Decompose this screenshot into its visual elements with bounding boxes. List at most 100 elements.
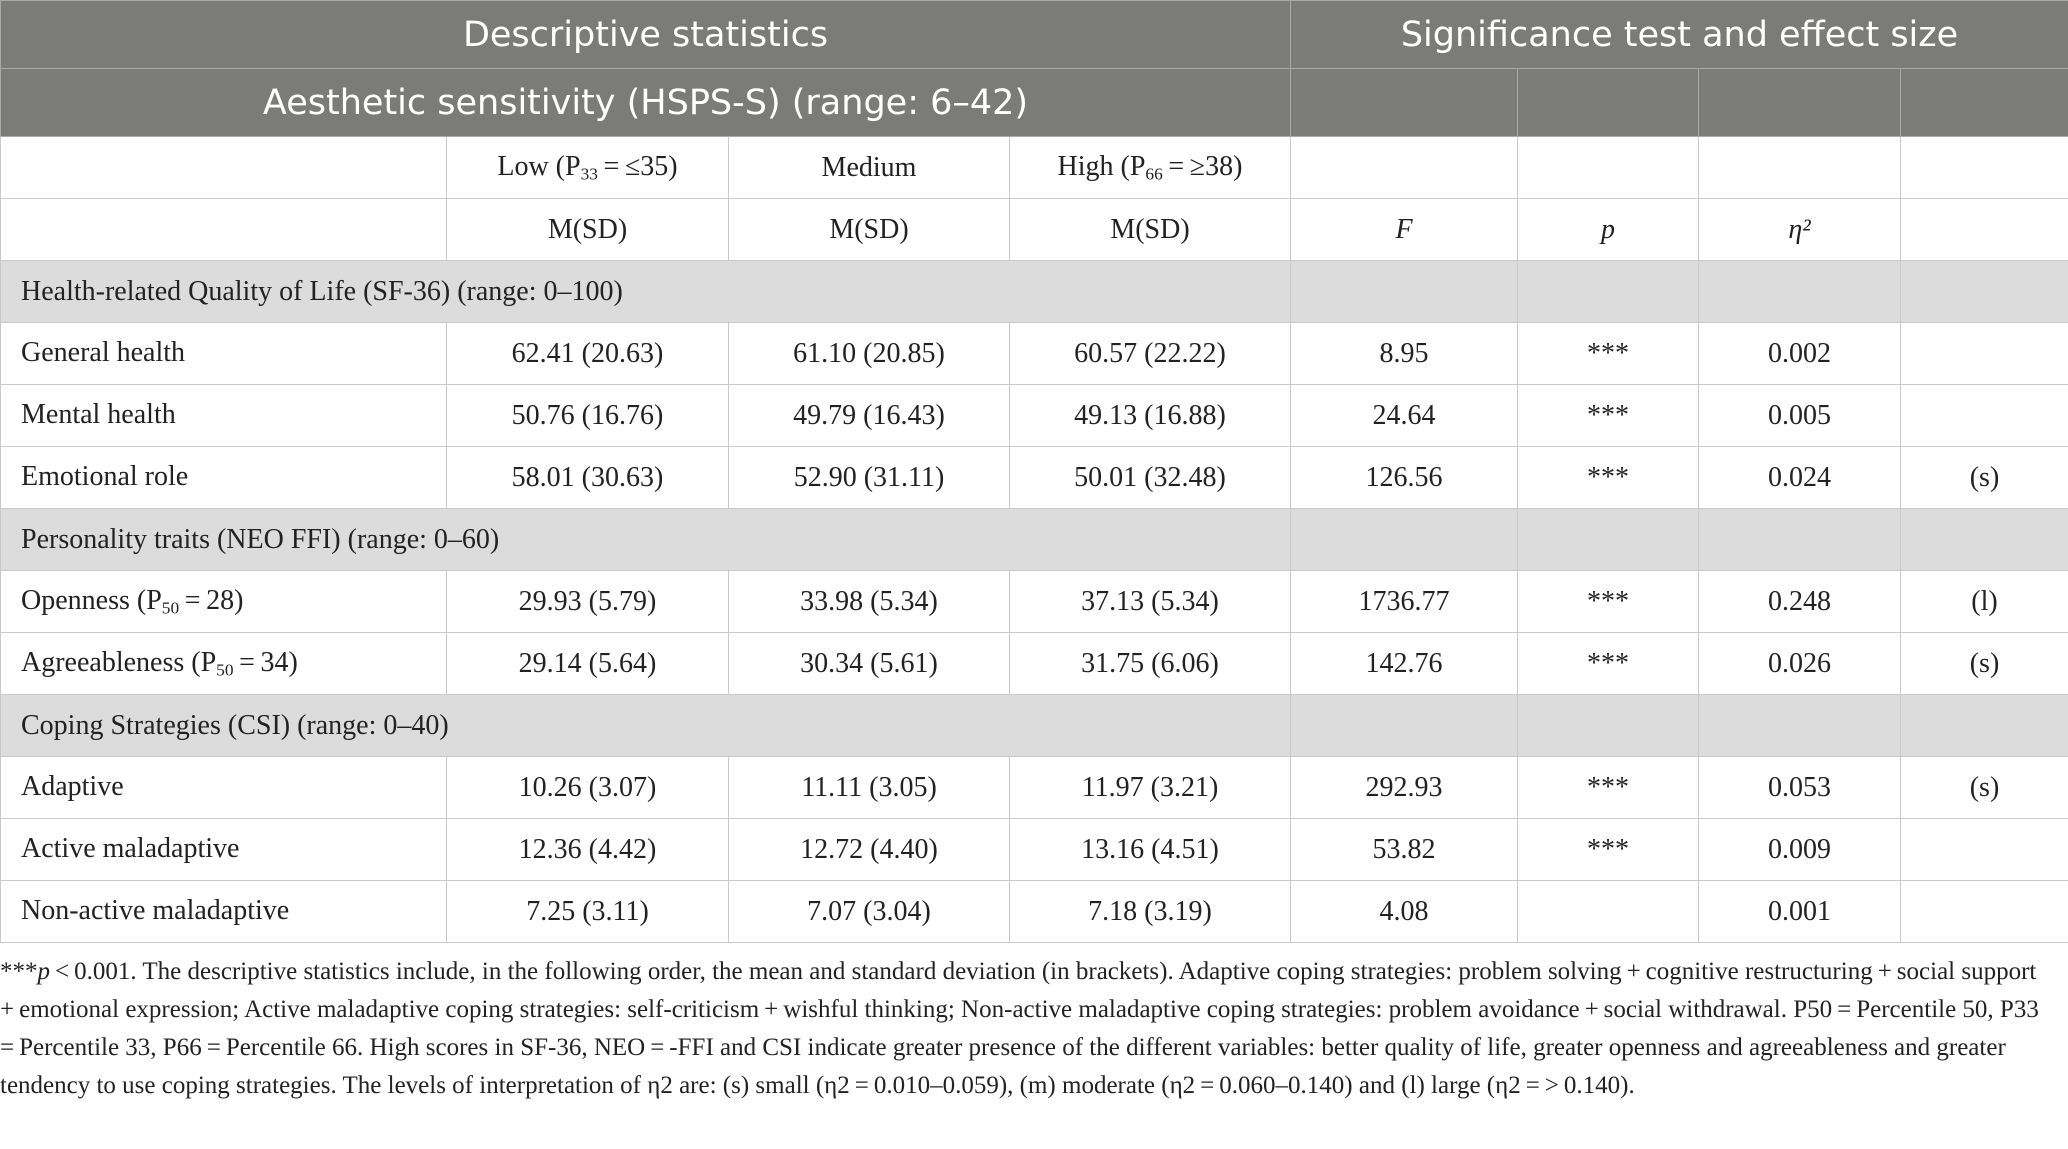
significance-header: Significance test and effect size <box>1289 0 2068 69</box>
table-row: Mental health 50.76 (16.76) 49.79 (16.43) 4… <box>0 384 2068 447</box>
cell-size <box>1899 384 2068 447</box>
cell-low: 58.01 (30.63) <box>446 446 729 509</box>
cell-high: 37.13 (5.34) <box>1009 570 1291 633</box>
section-empty-cell <box>1290 508 1518 571</box>
f-label: F <box>1290 198 1518 261</box>
cell-size: (s) <box>1899 756 2068 819</box>
section-empty-cell <box>1517 260 1699 323</box>
row-label: Non-active maladaptive <box>0 880 447 943</box>
footnote-p: p <box>37 958 51 985</box>
row-label: General health <box>0 322 447 385</box>
cell-f: 53.82 <box>1290 818 1518 881</box>
header-empty-cell <box>1698 68 1901 137</box>
row-label: Active maladaptive <box>0 818 447 881</box>
cell-f: 1736.77 <box>1290 570 1518 633</box>
cell-p <box>1517 880 1699 943</box>
header-row-2: Aesthetic sensitivity (HSPS-S) (range: 6… <box>0 68 2068 137</box>
cell-p: *** <box>1517 632 1699 695</box>
cell-eta: 0.024 <box>1698 446 1901 509</box>
header-empty-cell <box>1517 68 1699 137</box>
p-label: p <box>1517 198 1699 261</box>
cell-size: (l) <box>1899 570 2068 633</box>
cell-eta: 0.248 <box>1698 570 1901 633</box>
cell-size <box>1899 880 2068 943</box>
cell-size <box>1899 818 2068 881</box>
descriptive-stats-header: Descriptive statistics <box>0 0 1291 69</box>
empty-cell <box>0 136 447 199</box>
footnote-text: < 0.001. The descriptive statistics incl… <box>0 958 2044 1099</box>
cell-high: 60.57 (22.22) <box>1009 322 1291 385</box>
cell-f: 24.64 <box>1290 384 1518 447</box>
table-footnote: ***p < 0.001. The descriptive statistics… <box>0 953 2058 1105</box>
cell-medium: 49.79 (16.43) <box>728 384 1010 447</box>
section-empty-cell <box>1290 694 1518 757</box>
cell-high: 11.97 (3.21) <box>1009 756 1291 819</box>
section-title: Coping Strategies (CSI) (range: 0–40) <box>0 694 1291 757</box>
row-label: Adaptive <box>0 756 447 819</box>
row-label: Mental health <box>0 384 447 447</box>
cell-size <box>1899 322 2068 385</box>
section-title: Personality traits (NEO FFI) (range: 0–6… <box>0 508 1291 571</box>
empty-cell <box>0 198 447 261</box>
cell-size: (s) <box>1899 632 2068 695</box>
header-empty-cell <box>1899 68 2068 137</box>
cell-high: 7.18 (3.19) <box>1009 880 1291 943</box>
header-empty-cell <box>1290 68 1518 137</box>
scale-title: Aesthetic sensitivity (HSPS-S) (range: 6… <box>0 68 1291 137</box>
section-row: Health-related Quality of Life (SF-36) (… <box>0 260 2068 323</box>
cell-medium: 30.34 (5.61) <box>728 632 1010 695</box>
footnote-stars: *** <box>0 958 38 985</box>
empty-cell <box>1517 136 1699 199</box>
section-empty-cell <box>1698 694 1901 757</box>
section-empty-cell <box>1290 260 1518 323</box>
group-header-row: Low (P33 = ≤35) Medium High (P66 = ≥38) <box>0 136 2068 199</box>
table-row: General health 62.41 (20.63) 61.10 (20.85)… <box>0 322 2068 385</box>
cell-medium: 7.07 (3.04) <box>728 880 1010 943</box>
cell-low: 29.14 (5.64) <box>446 632 729 695</box>
cell-medium: 33.98 (5.34) <box>728 570 1010 633</box>
cell-eta: 0.009 <box>1698 818 1901 881</box>
cell-p: *** <box>1517 818 1699 881</box>
section-row: Personality traits (NEO FFI) (range: 0–6… <box>0 508 2068 571</box>
cell-f: 292.93 <box>1290 756 1518 819</box>
stat-label-row: M(SD) M(SD) M(SD) F p η² <box>0 198 2068 261</box>
cell-f: 126.56 <box>1290 446 1518 509</box>
cell-medium: 11.11 (3.05) <box>728 756 1010 819</box>
table-row: Active maladaptive 12.36 (4.42) 12.72 (4.4… <box>0 818 2068 881</box>
section-row: Coping Strategies (CSI) (range: 0–40) <box>0 694 2068 757</box>
cell-high: 49.13 (16.88) <box>1009 384 1291 447</box>
group-medium: Medium <box>728 136 1010 199</box>
header-row-1: Descriptive statistics Significance test… <box>0 0 2068 69</box>
cell-f: 8.95 <box>1290 322 1518 385</box>
table-body: Low (P33 = ≤35) Medium High (P66 = ≥38) … <box>0 136 2068 943</box>
section-empty-cell <box>1899 508 2068 571</box>
empty-cell <box>1899 198 2068 261</box>
group-high: High (P66 = ≥38) <box>1009 136 1291 199</box>
cell-low: 50.76 (16.76) <box>446 384 729 447</box>
section-empty-cell <box>1899 260 2068 323</box>
cell-p: *** <box>1517 756 1699 819</box>
row-label: Agreeableness (P50 = 34) <box>0 632 447 695</box>
msd-label-low: M(SD) <box>446 198 729 261</box>
msd-label-medium: M(SD) <box>728 198 1010 261</box>
cell-eta: 0.001 <box>1698 880 1901 943</box>
cell-eta: 0.002 <box>1698 322 1901 385</box>
section-title: Health-related Quality of Life (SF-36) (… <box>0 260 1291 323</box>
cell-medium: 52.90 (31.11) <box>728 446 1010 509</box>
cell-eta: 0.053 <box>1698 756 1901 819</box>
cell-f: 4.08 <box>1290 880 1518 943</box>
results-table-container: Descriptive statistics Significance test… <box>0 0 2068 943</box>
cell-p: *** <box>1517 322 1699 385</box>
cell-medium: 61.10 (20.85) <box>728 322 1010 385</box>
cell-medium: 12.72 (4.40) <box>728 818 1010 881</box>
table-row: Non-active maladaptive 7.25 (3.11) 7.07 (3… <box>0 880 2068 943</box>
empty-cell <box>1698 136 1901 199</box>
cell-low: 7.25 (3.11) <box>446 880 729 943</box>
cell-low: 12.36 (4.42) <box>446 818 729 881</box>
cell-f: 142.76 <box>1290 632 1518 695</box>
section-empty-cell <box>1517 508 1699 571</box>
empty-cell <box>1899 136 2068 199</box>
eta-label: η² <box>1698 198 1901 261</box>
msd-label-high: M(SD) <box>1009 198 1291 261</box>
section-empty-cell <box>1899 694 2068 757</box>
